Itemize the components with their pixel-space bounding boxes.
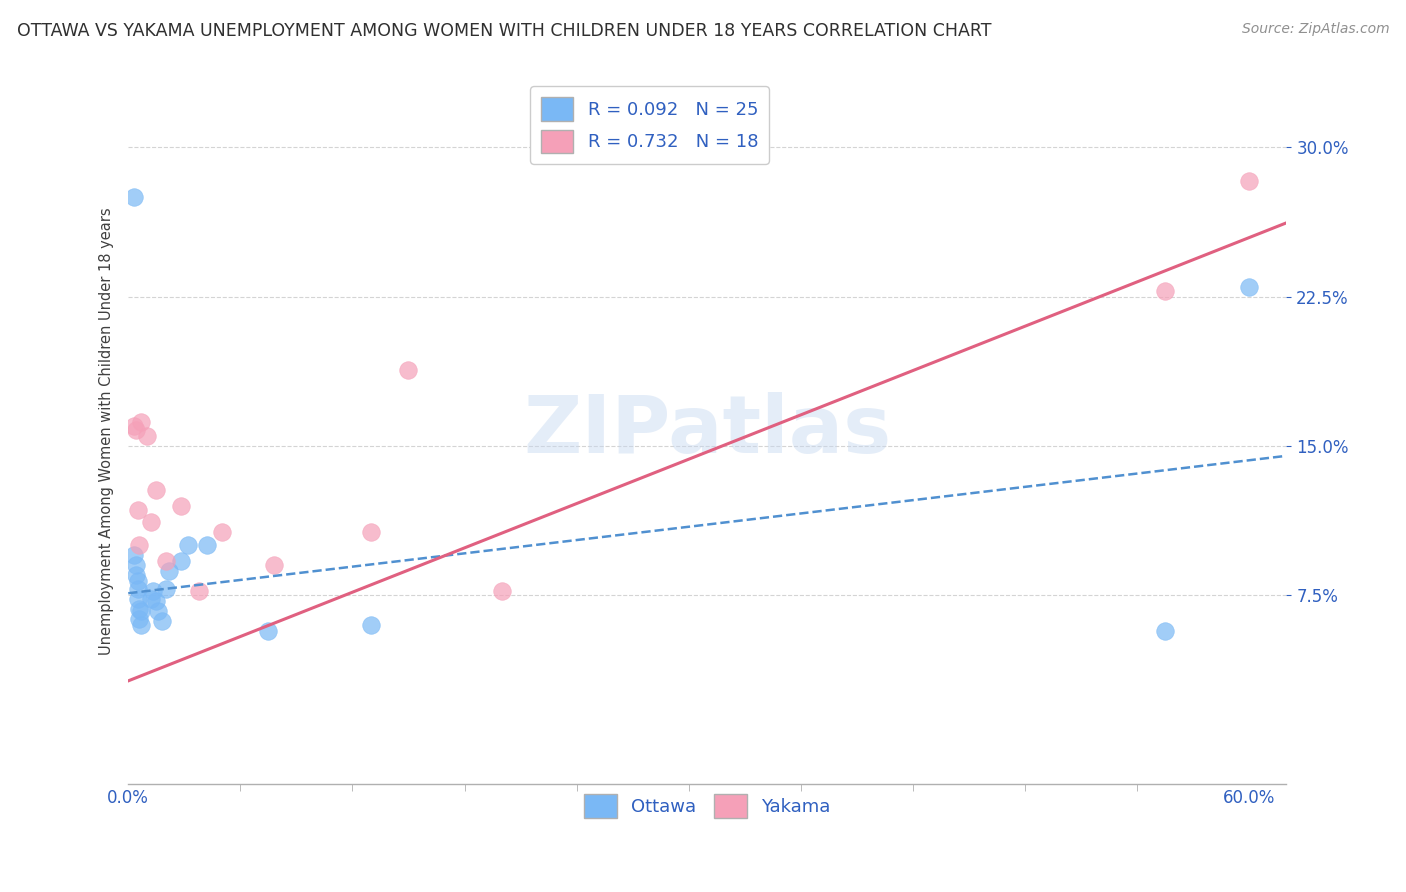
Point (360, 524, 382, 539)
Point (139, 592, 162, 607)
Text: Source: ZipAtlas.com: Source: ZipAtlas.com (1241, 22, 1389, 37)
Point (1237, 174, 1260, 188)
Point (125, 423, 148, 437)
Point (155, 582, 177, 597)
Point (211, 524, 233, 539)
Point (491, 584, 513, 599)
Point (127, 574, 149, 589)
Point (145, 483, 167, 497)
Point (169, 499, 191, 513)
Point (195, 538, 218, 552)
Point (257, 624, 280, 638)
Point (1237, 279, 1260, 293)
Point (146, 604, 169, 618)
Point (125, 558, 148, 573)
Point (128, 612, 150, 626)
Point (155, 554, 177, 568)
Point (398, 363, 420, 377)
Point (122, 419, 145, 434)
Point (127, 592, 149, 607)
Point (150, 614, 173, 628)
Point (1154, 284, 1177, 298)
Text: OTTAWA VS YAKAMA UNEMPLOYMENT AMONG WOMEN WITH CHILDREN UNDER 18 YEARS CORRELATI: OTTAWA VS YAKAMA UNEMPLOYMENT AMONG WOME… (17, 22, 991, 40)
Point (141, 584, 163, 599)
Point (128, 538, 150, 552)
Point (131, 604, 153, 618)
Point (122, 190, 145, 204)
Point (1154, 624, 1177, 638)
Point (139, 515, 162, 529)
Point (125, 568, 148, 582)
Point (136, 429, 159, 443)
Point (131, 415, 153, 429)
Point (131, 618, 153, 632)
Text: ZIPatlas: ZIPatlas (523, 392, 891, 470)
Point (122, 549, 145, 563)
Y-axis label: Unemployment Among Women with Children Under 18 years: Unemployment Among Women with Children U… (100, 207, 114, 655)
Point (127, 502, 149, 516)
Point (127, 582, 149, 597)
Point (360, 618, 382, 632)
Legend: Ottawa, Yakama: Ottawa, Yakama (576, 788, 838, 825)
Point (169, 554, 191, 568)
Point (188, 584, 211, 599)
Point (145, 594, 167, 608)
Point (177, 538, 200, 552)
Point (157, 565, 180, 579)
Point (128, 602, 150, 616)
Point (263, 558, 285, 573)
